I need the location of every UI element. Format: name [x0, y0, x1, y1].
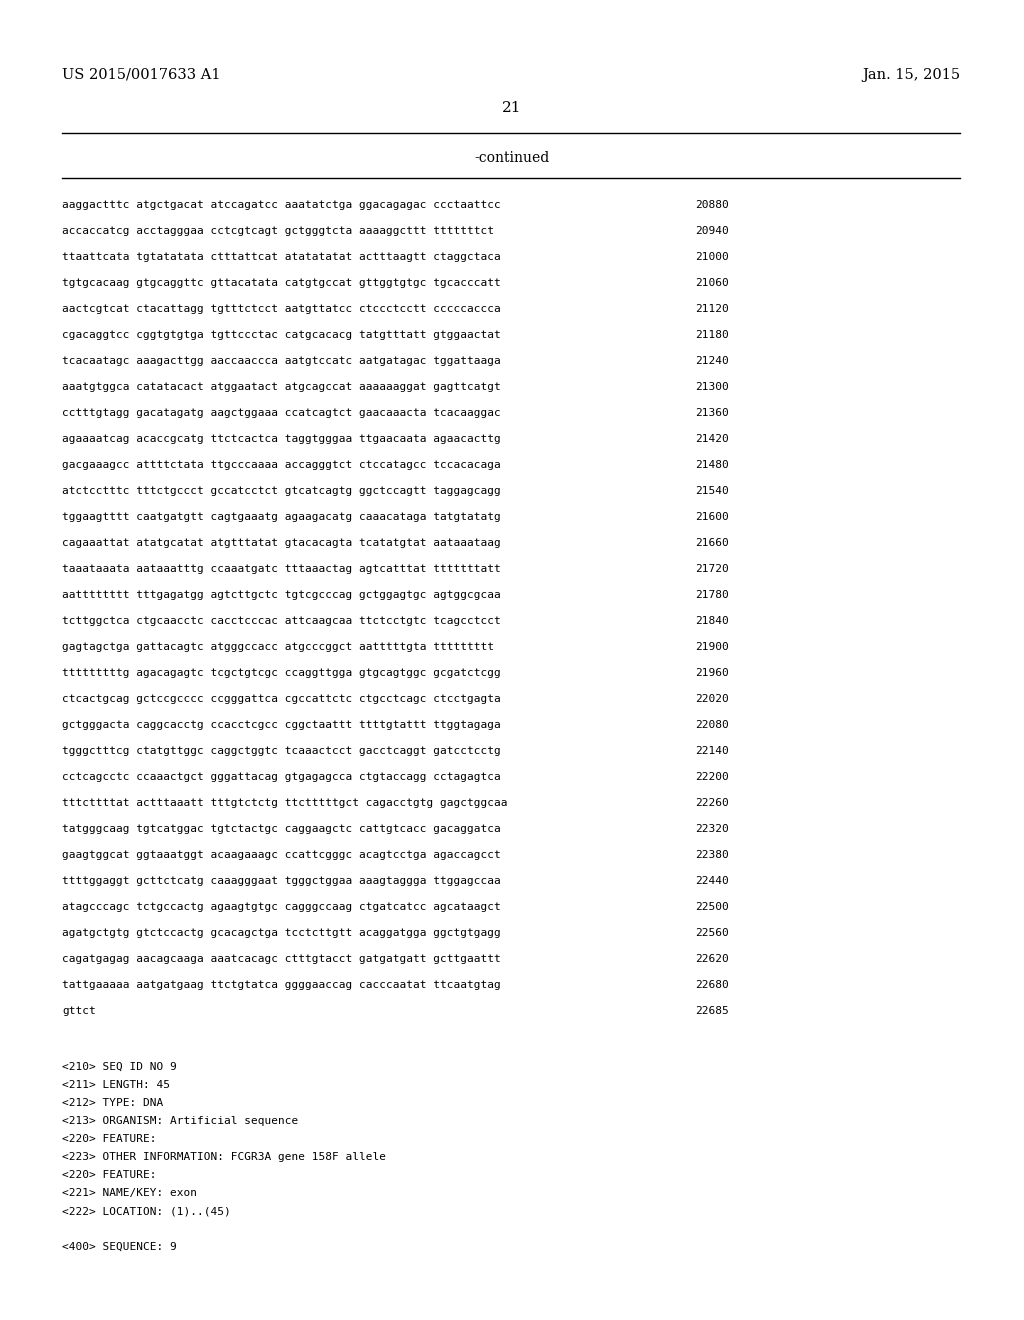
- Text: 22685: 22685: [695, 1006, 729, 1016]
- Text: gacgaaagcc attttctata ttgcccaaaa accagggtct ctccatagcc tccacacaga: gacgaaagcc attttctata ttgcccaaaa accaggg…: [62, 459, 501, 470]
- Text: 21960: 21960: [695, 668, 729, 678]
- Text: 22080: 22080: [695, 719, 729, 730]
- Text: <220> FEATURE:: <220> FEATURE:: [62, 1134, 157, 1144]
- Text: 21900: 21900: [695, 642, 729, 652]
- Text: aaggactttc atgctgacat atccagatcc aaatatctga ggacagagac ccctaattcc: aaggactttc atgctgacat atccagatcc aaatatc…: [62, 201, 501, 210]
- Text: 20940: 20940: [695, 226, 729, 236]
- Text: <400> SEQUENCE: 9: <400> SEQUENCE: 9: [62, 1242, 177, 1251]
- Text: <212> TYPE: DNA: <212> TYPE: DNA: [62, 1098, 163, 1107]
- Text: 21480: 21480: [695, 459, 729, 470]
- Text: tgggctttcg ctatgttggc caggctggtc tcaaactcct gacctcaggt gatcctcctg: tgggctttcg ctatgttggc caggctggtc tcaaact…: [62, 746, 501, 756]
- Text: <222> LOCATION: (1)..(45): <222> LOCATION: (1)..(45): [62, 1206, 230, 1216]
- Text: agatgctgtg gtctccactg gcacagctga tcctcttgtt acaggatgga ggctgtgagg: agatgctgtg gtctccactg gcacagctga tcctctt…: [62, 928, 501, 939]
- Text: ttaattcata tgtatatata ctttattcat atatatatat actttaagtt ctaggctaca: ttaattcata tgtatatata ctttattcat atatata…: [62, 252, 501, 261]
- Text: 20880: 20880: [695, 201, 729, 210]
- Text: 21540: 21540: [695, 486, 729, 496]
- Text: <223> OTHER INFORMATION: FCGR3A gene 158F allele: <223> OTHER INFORMATION: FCGR3A gene 158…: [62, 1152, 386, 1162]
- Text: tcacaatagc aaagacttgg aaccaaccca aatgtccatc aatgatagac tggattaaga: tcacaatagc aaagacttgg aaccaaccca aatgtcc…: [62, 356, 501, 366]
- Text: gagtagctga gattacagtc atgggccacc atgcccggct aatttttgta ttttttttt: gagtagctga gattacagtc atgggccacc atgcccg…: [62, 642, 494, 652]
- Text: 22620: 22620: [695, 954, 729, 964]
- Text: tttcttttat actttaaatt tttgtctctg ttctttttgct cagacctgtg gagctggcaa: tttcttttat actttaaatt tttgtctctg ttctttt…: [62, 799, 508, 808]
- Text: 21240: 21240: [695, 356, 729, 366]
- Text: 21060: 21060: [695, 279, 729, 288]
- Text: tttttttttg agacagagtc tcgctgtcgc ccaggttgga gtgcagtggc gcgatctcgg: tttttttttg agacagagtc tcgctgtcgc ccaggtt…: [62, 668, 501, 678]
- Text: tggaagtttt caatgatgtt cagtgaaatg agaagacatg caaacataga tatgtatatg: tggaagtttt caatgatgtt cagtgaaatg agaagac…: [62, 512, 501, 521]
- Text: 21720: 21720: [695, 564, 729, 574]
- Text: gttct: gttct: [62, 1006, 96, 1016]
- Text: 21840: 21840: [695, 616, 729, 626]
- Text: tatgggcaag tgtcatggac tgtctactgc caggaagctc cattgtcacc gacaggatca: tatgggcaag tgtcatggac tgtctactgc caggaag…: [62, 824, 501, 834]
- Text: aaatgtggca catatacact atggaatact atgcagccat aaaaaaggat gagttcatgt: aaatgtggca catatacact atggaatact atgcagc…: [62, 381, 501, 392]
- Text: 21420: 21420: [695, 434, 729, 444]
- Text: 21300: 21300: [695, 381, 729, 392]
- Text: accaccatcg acctagggaa cctcgtcagt gctgggtcta aaaaggcttt tttttttct: accaccatcg acctagggaa cctcgtcagt gctgggt…: [62, 226, 494, 236]
- Text: atagcccagc tctgccactg agaagtgtgc cagggccaag ctgatcatcc agcataagct: atagcccagc tctgccactg agaagtgtgc cagggcc…: [62, 902, 501, 912]
- Text: 22320: 22320: [695, 824, 729, 834]
- Text: 21000: 21000: [695, 252, 729, 261]
- Text: cctcagcctc ccaaactgct gggattacag gtgagagcca ctgtaccagg cctagagtca: cctcagcctc ccaaactgct gggattacag gtgagag…: [62, 772, 501, 781]
- Text: <210> SEQ ID NO 9: <210> SEQ ID NO 9: [62, 1063, 177, 1072]
- Text: 22200: 22200: [695, 772, 729, 781]
- Text: 22020: 22020: [695, 694, 729, 704]
- Text: <211> LENGTH: 45: <211> LENGTH: 45: [62, 1080, 170, 1090]
- Text: US 2015/0017633 A1: US 2015/0017633 A1: [62, 69, 220, 82]
- Text: gaagtggcat ggtaaatggt acaagaaagc ccattcgggc acagtcctga agaccagcct: gaagtggcat ggtaaatggt acaagaaagc ccattcg…: [62, 850, 501, 861]
- Text: atctcctttc tttctgccct gccatcctct gtcatcagtg ggctccagtt taggagcagg: atctcctttc tttctgccct gccatcctct gtcatca…: [62, 486, 501, 496]
- Text: cctttgtagg gacatagatg aagctggaaa ccatcagtct gaacaaacta tcacaaggac: cctttgtagg gacatagatg aagctggaaa ccatcag…: [62, 408, 501, 418]
- Text: 22440: 22440: [695, 876, 729, 886]
- Text: cgacaggtcc cggtgtgtga tgttccctac catgcacacg tatgtttatt gtggaactat: cgacaggtcc cggtgtgtga tgttccctac catgcac…: [62, 330, 501, 341]
- Text: 21660: 21660: [695, 539, 729, 548]
- Text: 22500: 22500: [695, 902, 729, 912]
- Text: cagaaattat atatgcatat atgtttatat gtacacagta tcatatgtat aataaataag: cagaaattat atatgcatat atgtttatat gtacaca…: [62, 539, 501, 548]
- Text: ttttggaggt gcttctcatg caaagggaat tgggctggaa aaagtaggga ttggagccaa: ttttggaggt gcttctcatg caaagggaat tgggctg…: [62, 876, 501, 886]
- Text: 22380: 22380: [695, 850, 729, 861]
- Text: 21600: 21600: [695, 512, 729, 521]
- Text: <220> FEATURE:: <220> FEATURE:: [62, 1170, 157, 1180]
- Text: tcttggctca ctgcaacctc cacctcccac attcaagcaa ttctcctgtc tcagcctcct: tcttggctca ctgcaacctc cacctcccac attcaag…: [62, 616, 501, 626]
- Text: 22140: 22140: [695, 746, 729, 756]
- Text: aactcgtcat ctacattagg tgtttctcct aatgttatcc ctccctcctt cccccaccca: aactcgtcat ctacattagg tgtttctcct aatgtta…: [62, 304, 501, 314]
- Text: aatttttttt tttgagatgg agtcttgctc tgtcgcccag gctggagtgc agtggcgcaa: aatttttttt tttgagatgg agtcttgctc tgtcgcc…: [62, 590, 501, 601]
- Text: Jan. 15, 2015: Jan. 15, 2015: [862, 69, 961, 82]
- Text: ctcactgcag gctccgcccc ccgggattca cgccattctc ctgcctcagc ctcctgagta: ctcactgcag gctccgcccc ccgggattca cgccatt…: [62, 694, 501, 704]
- Text: 21120: 21120: [695, 304, 729, 314]
- Text: 21180: 21180: [695, 330, 729, 341]
- Text: -continued: -continued: [474, 150, 550, 165]
- Text: <213> ORGANISM: Artificial sequence: <213> ORGANISM: Artificial sequence: [62, 1115, 298, 1126]
- Text: taaataaata aataaatttg ccaaatgatc tttaaactag agtcatttat tttttttatt: taaataaata aataaatttg ccaaatgatc tttaaac…: [62, 564, 501, 574]
- Text: <221> NAME/KEY: exon: <221> NAME/KEY: exon: [62, 1188, 197, 1199]
- Text: 21360: 21360: [695, 408, 729, 418]
- Text: agaaaatcag acaccgcatg ttctcactca taggtgggaa ttgaacaata agaacacttg: agaaaatcag acaccgcatg ttctcactca taggtgg…: [62, 434, 501, 444]
- Text: 21: 21: [502, 102, 522, 115]
- Text: cagatgagag aacagcaaga aaatcacagc ctttgtacct gatgatgatt gcttgaattt: cagatgagag aacagcaaga aaatcacagc ctttgta…: [62, 954, 501, 964]
- Text: 22680: 22680: [695, 979, 729, 990]
- Text: 22560: 22560: [695, 928, 729, 939]
- Text: gctgggacta caggcacctg ccacctcgcc cggctaattt ttttgtattt ttggtagaga: gctgggacta caggcacctg ccacctcgcc cggctaa…: [62, 719, 501, 730]
- Text: tgtgcacaag gtgcaggttc gttacatata catgtgccat gttggtgtgc tgcacccatt: tgtgcacaag gtgcaggttc gttacatata catgtgc…: [62, 279, 501, 288]
- Text: 22260: 22260: [695, 799, 729, 808]
- Text: tattgaaaaa aatgatgaag ttctgtatca ggggaaccag cacccaatat ttcaatgtag: tattgaaaaa aatgatgaag ttctgtatca ggggaac…: [62, 979, 501, 990]
- Text: 21780: 21780: [695, 590, 729, 601]
